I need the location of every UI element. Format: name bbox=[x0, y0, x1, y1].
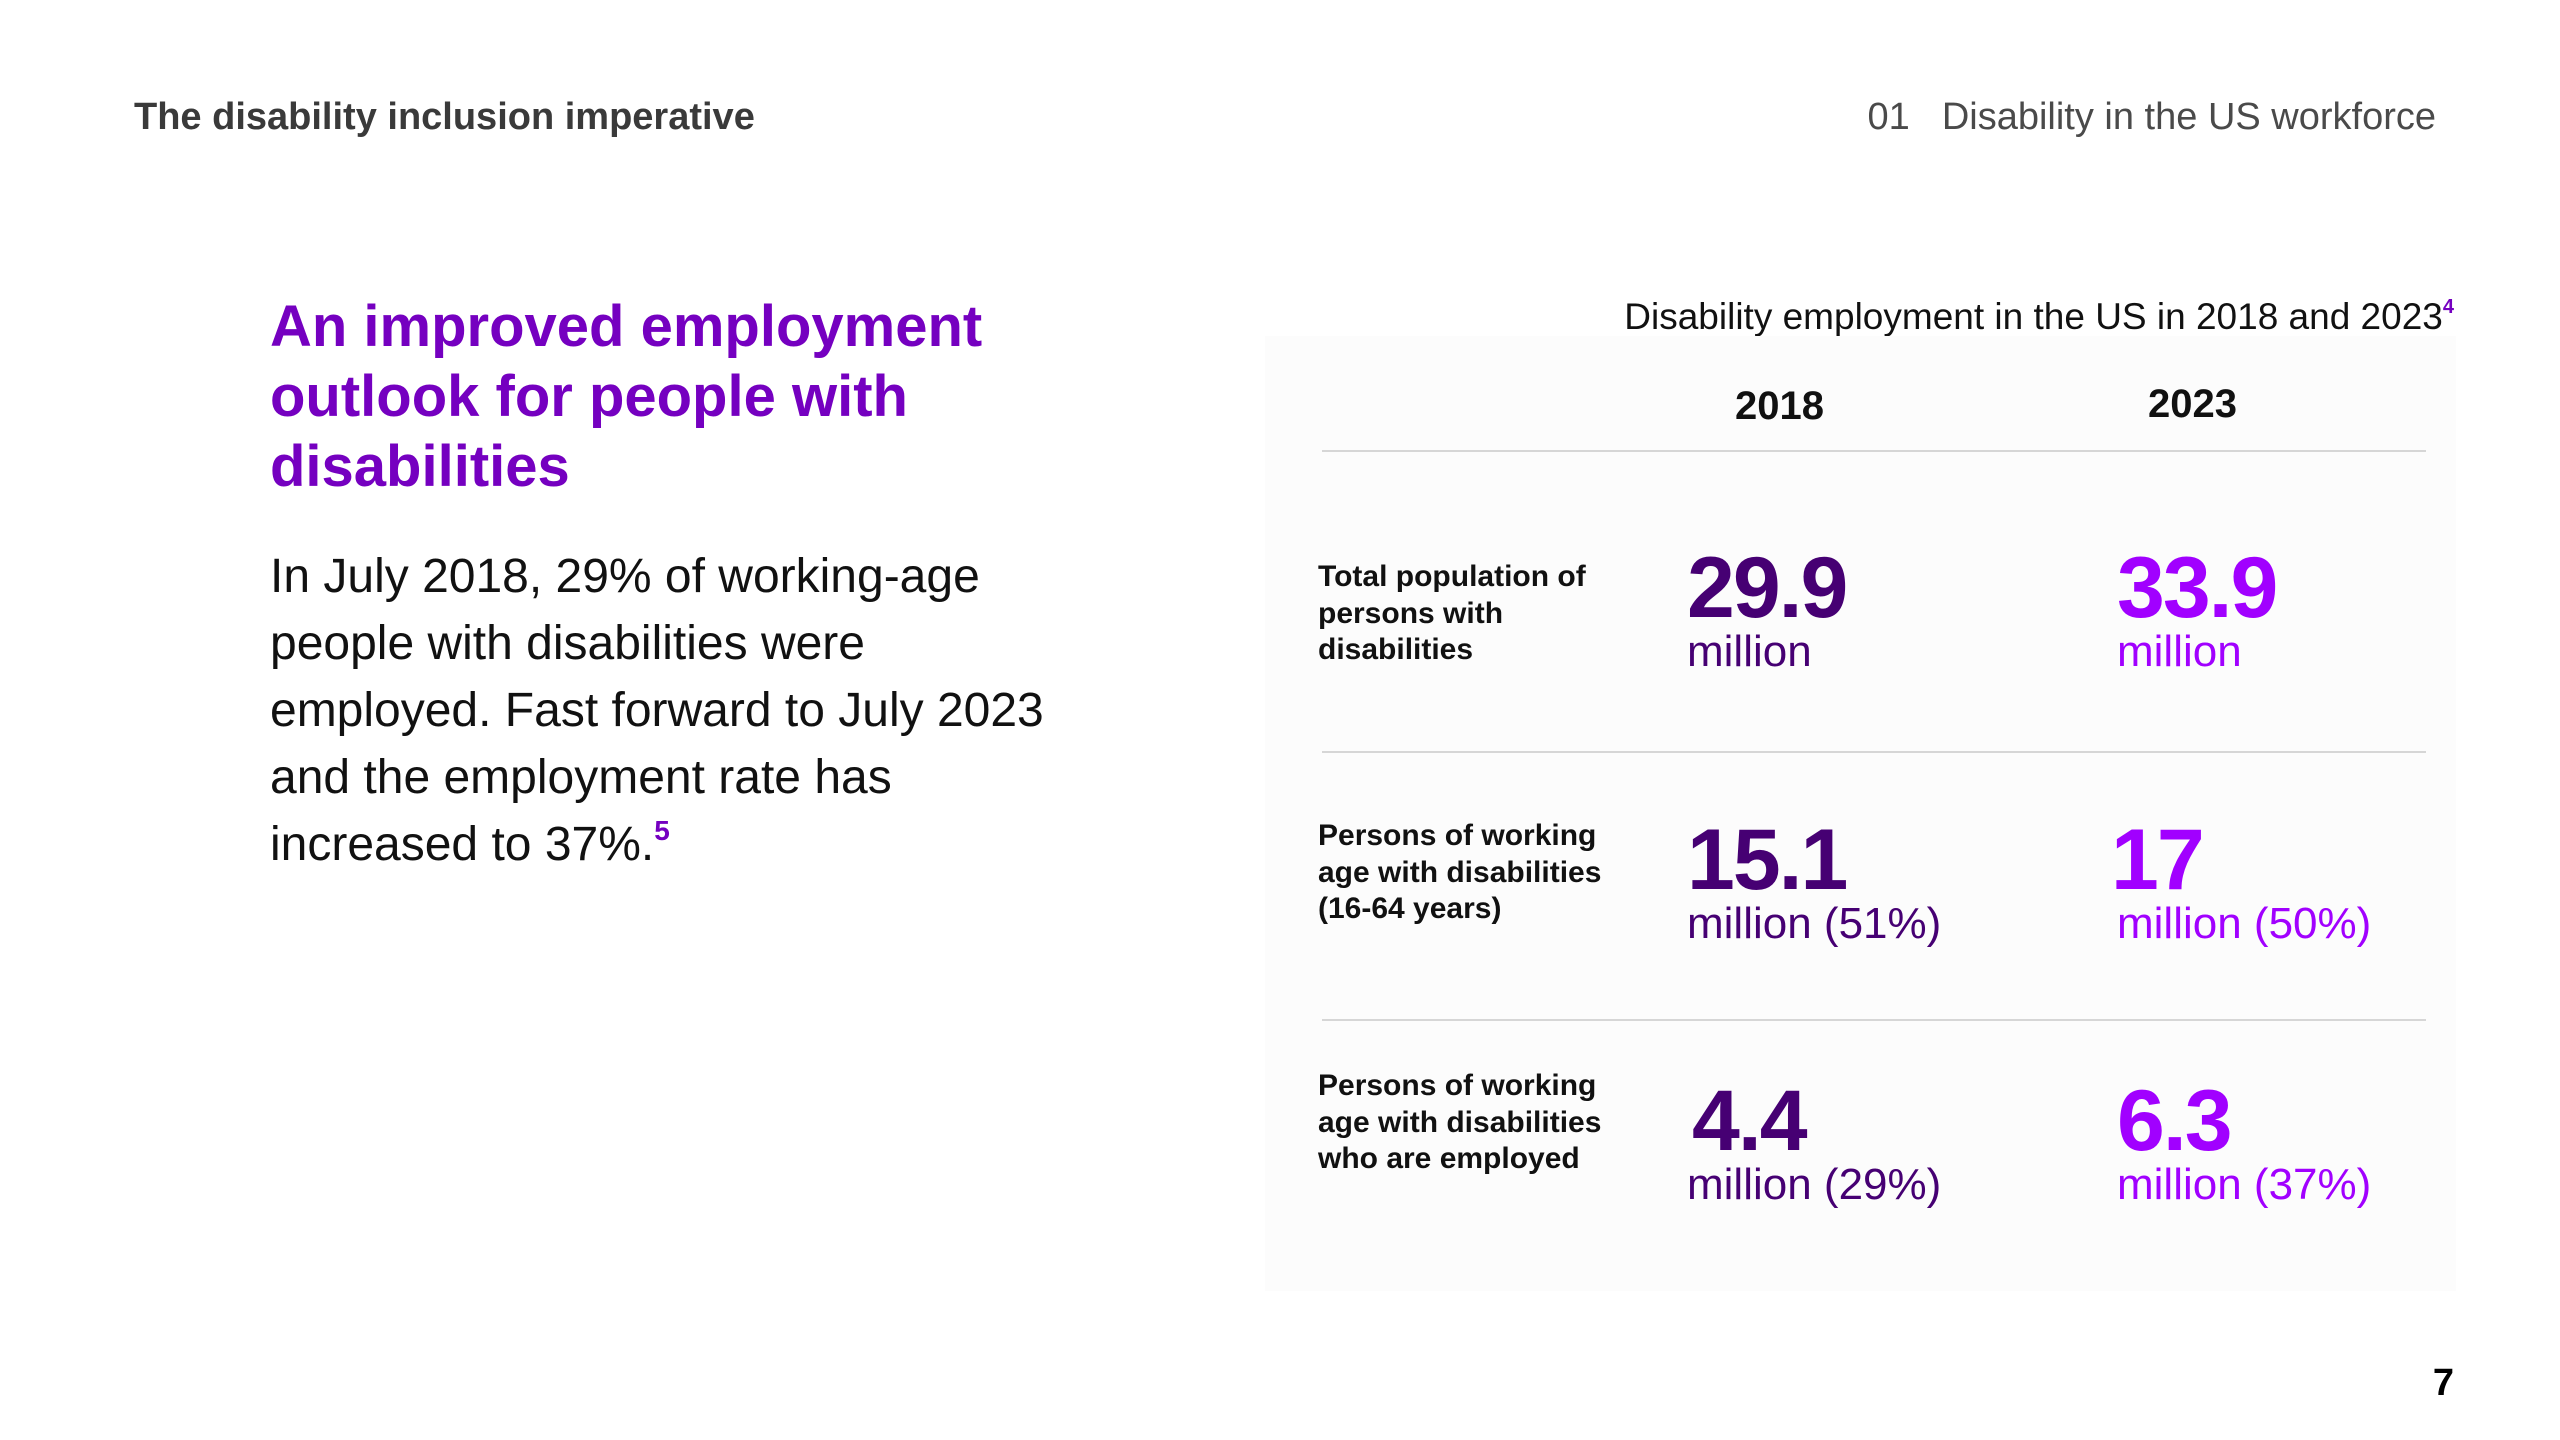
unit-working-age-2023: million (50%) bbox=[2117, 899, 2372, 948]
unit-total-2023: million bbox=[2117, 627, 2242, 676]
row-label-total-population: Total population of persons with disabil… bbox=[1318, 560, 1586, 666]
section-header: 01 Disability in the US workforce bbox=[1868, 96, 2436, 139]
value-total-2018: 29.9 bbox=[1687, 540, 1848, 636]
section-number: 01 bbox=[1867, 96, 1910, 138]
unit-total-2018: million bbox=[1687, 627, 1812, 676]
table-title-text: Disability employment in the US in 2018 … bbox=[1624, 296, 2443, 337]
unit-employed-2023: million (37%) bbox=[2117, 1160, 2372, 1209]
divider bbox=[1322, 450, 2426, 452]
document-title: The disability inclusion imperative bbox=[134, 96, 755, 138]
column-header-2023: 2023 bbox=[2148, 382, 2237, 426]
value-employed-2018: 4.4 bbox=[1692, 1073, 1808, 1169]
table-title: Disability employment in the US in 2018 … bbox=[1624, 296, 2454, 338]
body-text: In July 2018, 29% of working-age people … bbox=[270, 550, 1044, 871]
unit-working-age-2018: million (51%) bbox=[1687, 899, 1942, 948]
divider bbox=[1322, 751, 2426, 753]
page-number: 7 bbox=[2432, 1362, 2454, 1404]
table-panel bbox=[1265, 336, 2456, 1291]
row-label-employed: Persons of working age with disabilities… bbox=[1318, 1069, 1602, 1175]
row-label-working-age: Persons of working age with disabilities… bbox=[1318, 819, 1602, 925]
body-footnote-marker: 5 bbox=[654, 815, 670, 846]
headline: An improved employment outlook for peopl… bbox=[270, 294, 983, 499]
value-working-age-2018: 15.1 bbox=[1687, 812, 1848, 908]
column-header-2018: 2018 bbox=[1735, 384, 1824, 428]
unit-employed-2018: million (29%) bbox=[1687, 1160, 1942, 1209]
table-footnote-marker: 4 bbox=[2442, 296, 2454, 318]
value-working-age-2023: 17 bbox=[2111, 812, 2205, 908]
value-employed-2023: 6.3 bbox=[2117, 1073, 2233, 1169]
section-title: Disability in the US workforce bbox=[1941, 96, 2436, 138]
value-total-2023: 33.9 bbox=[2117, 540, 2278, 636]
body-paragraph: In July 2018, 29% of working-age people … bbox=[270, 543, 1050, 878]
divider bbox=[1322, 1019, 2426, 1021]
